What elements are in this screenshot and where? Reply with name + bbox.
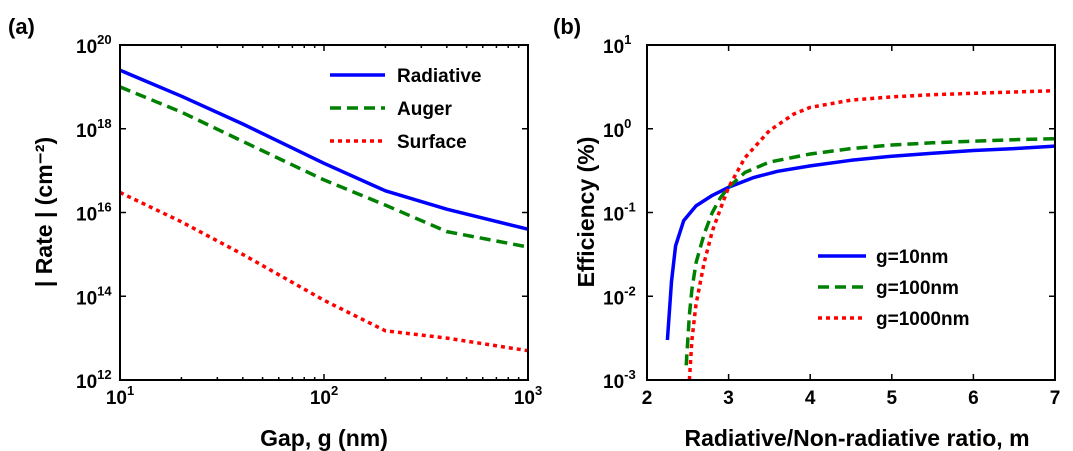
x-tick-label: 103	[514, 383, 542, 409]
panel-a-legend: Radiative Auger Surface	[330, 66, 481, 153]
panel-b-legend: g=10nm g=100nm g=1000nm	[818, 247, 969, 330]
y-tick-label: 10-1	[603, 200, 636, 226]
series-line-auger	[119, 85, 529, 249]
y-tick-label: 1016	[76, 200, 112, 226]
series-line-g-100nm	[684, 136, 1056, 366]
x-tick-label: 3	[723, 388, 734, 409]
legend-label: g=1000nm	[876, 309, 969, 330]
panel-a-frame	[119, 44, 529, 381]
legend-label: g=10nm	[876, 247, 948, 268]
x-tick-label: 5	[887, 388, 898, 409]
panel-a-series	[119, 68, 529, 353]
panel-b-label: (b)	[553, 14, 581, 39]
series-line-radiative	[119, 68, 529, 231]
series-line-surface	[119, 190, 529, 353]
y-tick-label: 10-3	[603, 367, 636, 393]
x-tick-label: 6	[968, 388, 979, 409]
panel-a-rate-vs-gap: (a) Gap, g (nm) | Rate | (cm⁻²) 101 102 10…	[8, 14, 542, 451]
x-tick-label: 7	[1050, 388, 1061, 409]
legend-label: Auger	[397, 99, 453, 120]
x-tick-label: 4	[805, 388, 816, 409]
x-tick-label: 101	[106, 383, 134, 409]
panel-a-ylabel: | Rate | (cm⁻²)	[31, 137, 57, 287]
legend-label: Surface	[397, 132, 467, 153]
panel-b-efficiency-vs-ratio: (b) Radiative/Non-radiative ratio, m Eff…	[553, 14, 1060, 451]
panel-b-ylabel: Efficiency (%)	[573, 137, 599, 288]
series-line-g-1000nm	[687, 88, 1056, 381]
series-line-g-10nm	[665, 144, 1056, 341]
y-tick-label: 100	[603, 116, 631, 142]
y-tick-label: 1020	[76, 32, 112, 58]
panel-a-label: (a)	[8, 14, 35, 39]
panel-b-frame	[646, 44, 1056, 381]
legend-label: Radiative	[397, 66, 481, 87]
panel-b-xlabel: Radiative/Non-radiative ratio, m	[684, 425, 1029, 451]
x-tick-label: 2	[642, 388, 653, 409]
y-tick-label: 10-2	[603, 283, 636, 309]
panel-b-ticks: 2 3 4 5 6 7 10-3 10-2 10-1 100 101	[603, 32, 1060, 409]
y-tick-label: 1014	[76, 283, 112, 309]
y-tick-label: 1018	[76, 116, 112, 142]
panel-a-xlabel: Gap, g (nm)	[260, 425, 388, 451]
panel-b-series	[665, 88, 1056, 381]
legend-label: g=100nm	[876, 278, 959, 299]
x-tick-label: 102	[310, 383, 338, 409]
y-tick-label: 101	[603, 32, 631, 58]
